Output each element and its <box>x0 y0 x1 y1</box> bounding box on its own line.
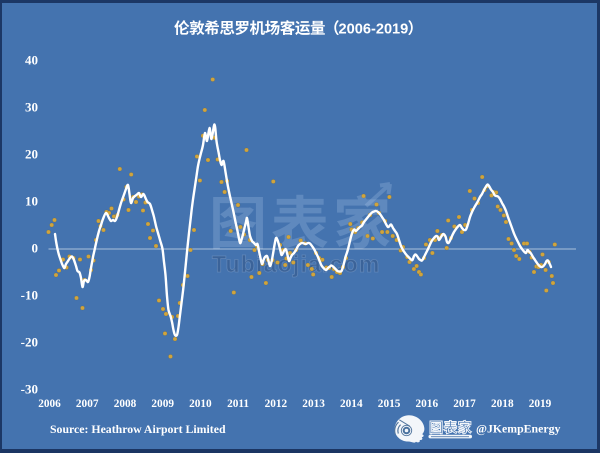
svg-text:2016: 2016 <box>416 398 439 410</box>
svg-text:30: 30 <box>25 99 38 114</box>
svg-text:2011: 2011 <box>227 398 249 410</box>
svg-text:0: 0 <box>32 240 39 255</box>
svg-text:10: 10 <box>25 193 38 208</box>
svg-text:2014: 2014 <box>340 398 363 410</box>
svg-text:2013: 2013 <box>302 398 325 410</box>
svg-text:2008: 2008 <box>114 398 137 410</box>
svg-text:20: 20 <box>25 146 38 161</box>
svg-text:2017: 2017 <box>453 398 476 410</box>
svg-text:2007: 2007 <box>76 398 99 410</box>
svg-text:-30: -30 <box>21 381 38 396</box>
svg-text:2012: 2012 <box>265 398 288 410</box>
svg-text:2010: 2010 <box>189 398 212 410</box>
svg-text:Source: Heathrow Airport Limit: Source: Heathrow Airport Limited <box>50 422 226 436</box>
svg-text:@JKempEnergy: @JKempEnergy <box>476 421 560 435</box>
svg-text:2018: 2018 <box>491 398 514 410</box>
svg-text:2019: 2019 <box>529 398 552 410</box>
svg-text:2015: 2015 <box>378 398 401 410</box>
svg-text:2009: 2009 <box>151 398 174 410</box>
svg-text:2006-2019: 2006-2019 <box>339 22 409 38</box>
svg-text:40: 40 <box>25 52 38 67</box>
svg-text:-10: -10 <box>21 287 38 302</box>
svg-text:-20: -20 <box>21 334 38 349</box>
svg-text:Tubiaojia.com: Tubiaojia.com <box>212 251 381 277</box>
svg-text:2006: 2006 <box>38 398 61 410</box>
